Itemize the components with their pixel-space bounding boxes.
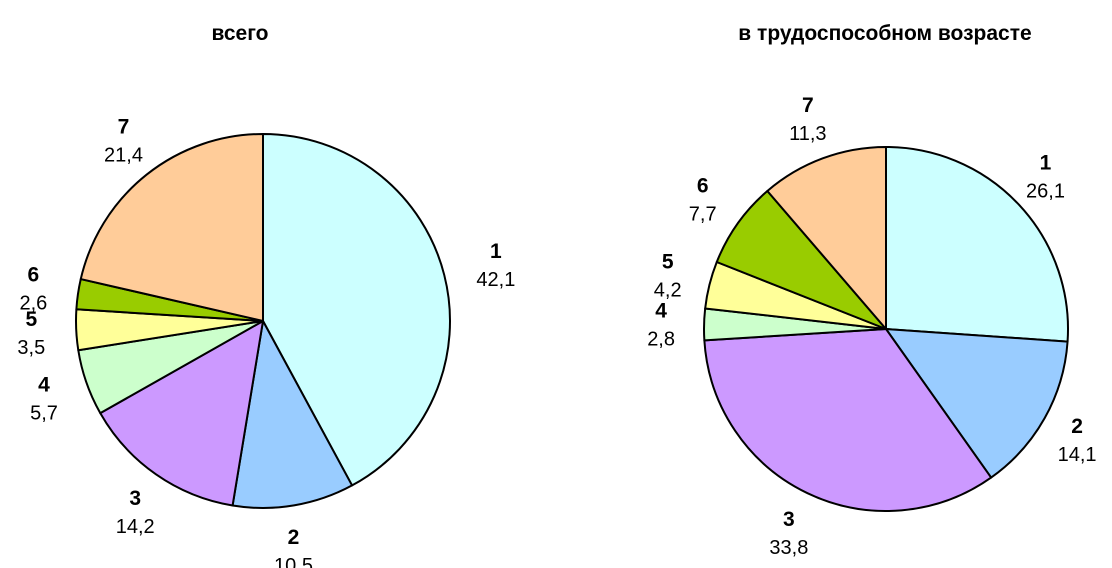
slice-value-label: 14,1 (1058, 444, 1097, 466)
slice-number-label: 3 (129, 487, 141, 510)
slice-value-label: 26,1 (1026, 181, 1065, 203)
slice-value-label: 21,4 (104, 145, 143, 167)
slice-number-label: 5 (662, 250, 674, 273)
pie-slice-3 (99, 320, 264, 507)
pie-slice-1 (262, 133, 451, 487)
pie-slice-2 (885, 328, 1069, 479)
slice-number-label: 6 (28, 264, 40, 287)
slice-value-label: 11,3 (789, 123, 826, 145)
slice-value-label: 3,5 (17, 337, 45, 359)
slice-number-label: 1 (1040, 152, 1052, 175)
pie-chart-working-age: в трудоспособном возрасте 1 26,1 2 14,1 3 33,… (647, 22, 1096, 559)
slice-number-label: 1 (490, 240, 502, 263)
slice-value-label: 2,8 (647, 328, 675, 350)
slice-value-label: 33,8 (769, 537, 808, 559)
pie-slice-7 (79, 133, 264, 322)
slice-number-label: 2 (288, 526, 300, 549)
slice-number-label: 7 (118, 116, 130, 139)
slice-number-label: 2 (1071, 415, 1083, 438)
chart-title-working-age: в трудоспособном возрасте (738, 22, 1031, 45)
slice-value-label: 42,1 (476, 269, 515, 291)
slice-number-label: 4 (655, 299, 667, 322)
pie-slices-total (75, 133, 451, 509)
pie-slice-7 (766, 146, 887, 330)
pie-slice-1 (885, 146, 1069, 343)
pie-labels-total: 1 42,1 2 10,5 3 14,2 4 5,7 5 3,5 6 2,6 7 21,4 (17, 116, 515, 568)
slice-number-label: 5 (25, 308, 37, 331)
slice-number-label: 7 (802, 94, 814, 117)
pie-slices-working-age (703, 146, 1069, 512)
slice-number-label: 4 (38, 374, 50, 397)
slice-value-label: 5,7 (30, 403, 58, 425)
slice-value-label: 4,2 (654, 279, 682, 301)
slice-value-label: 10,5 (274, 555, 313, 568)
chart-title-total: всего (211, 22, 268, 45)
pie-slice-2 (231, 320, 354, 509)
slice-value-label: 14,2 (116, 516, 155, 538)
pie-slice-3 (703, 328, 993, 512)
pie-labels-working-age: 1 26,1 2 14,1 3 33,8 4 2,8 5 4,2 6 7,7 7 11,3 (647, 94, 1096, 559)
slice-number-label: 3 (783, 508, 795, 531)
slice-number-label: 6 (697, 175, 709, 198)
pie-chart-total: всего 1 42,1 2 10,5 3 14,2 4 5,7 5 3,5 6 2,6 7 21,4 (17, 22, 515, 568)
slice-value-label: 7,7 (689, 204, 717, 226)
slice-value-label: 2,6 (19, 293, 47, 315)
